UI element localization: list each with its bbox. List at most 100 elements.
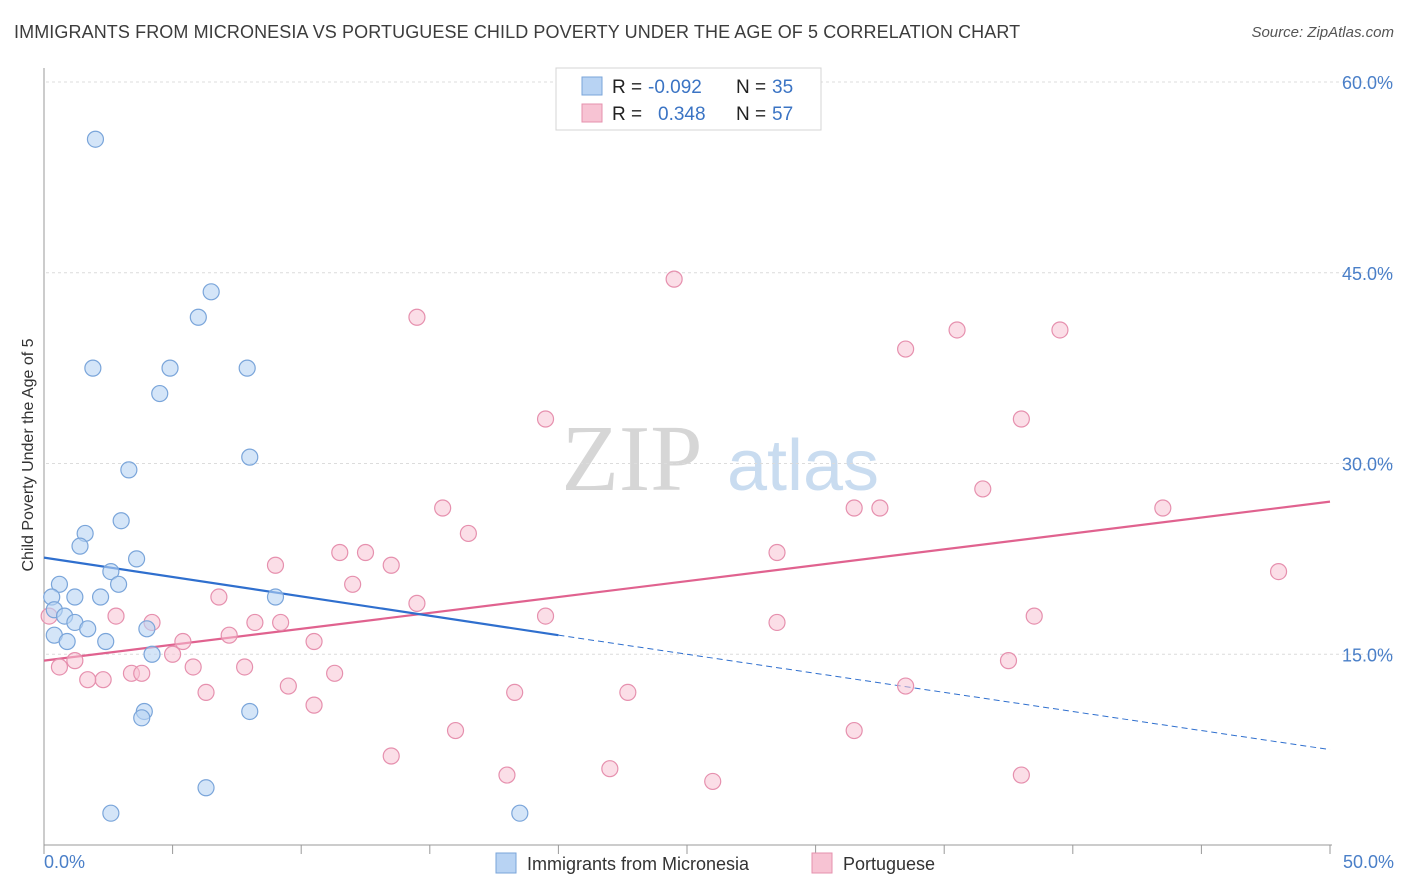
micronesia-point	[127, 550, 146, 568]
source-credit: Source: ZipAtlas.com	[1251, 24, 1394, 41]
portuguese-point	[174, 632, 192, 651]
portuguese-point	[999, 652, 1018, 670]
portuguese-point	[94, 671, 112, 689]
y-tick-label: 15.0%	[1342, 645, 1393, 665]
portuguese-point	[356, 543, 375, 562]
x-tick-label-min: 0.0%	[44, 852, 85, 872]
y-tick-label: 60.0%	[1342, 73, 1393, 93]
micronesia-point	[238, 359, 256, 377]
portuguese-point	[197, 683, 215, 702]
legend-pink-swatch	[581, 103, 603, 123]
micronesia-point	[266, 588, 285, 606]
micronesia-point	[143, 645, 161, 663]
portuguese-point	[459, 524, 477, 543]
micronesia-point	[151, 384, 169, 403]
portuguese-point	[1051, 321, 1069, 339]
portuguese-point	[331, 543, 349, 562]
legend-pink-n-value: 57	[772, 104, 793, 125]
legend-blue-r-label: R =	[612, 77, 642, 98]
y-tick-label: 45.0%	[1342, 264, 1393, 284]
portuguese-point	[768, 613, 786, 632]
micronesia-point	[71, 537, 89, 555]
micronesia-point	[197, 779, 215, 797]
micronesia-point	[58, 632, 76, 651]
portuguese-point	[897, 340, 915, 358]
portuguese-point	[266, 556, 285, 574]
portuguese-point	[845, 721, 863, 740]
micronesia-point	[97, 632, 115, 651]
micronesia-point	[112, 512, 130, 530]
micronesia-point	[138, 620, 156, 638]
micronesia-point	[133, 709, 151, 727]
portuguese-point	[382, 747, 400, 765]
portuguese-point	[665, 270, 683, 288]
portuguese-point	[619, 683, 637, 702]
portuguese-point	[382, 556, 400, 574]
micronesia-trendline	[43, 556, 559, 637]
micronesia-point	[511, 804, 529, 822]
portuguese-point	[220, 626, 238, 644]
micronesia-point	[241, 448, 259, 466]
portuguese-point	[210, 588, 228, 606]
micronesia-point	[102, 804, 120, 822]
portuguese-point	[305, 632, 323, 651]
portuguese-point	[536, 410, 555, 428]
portuguese-point	[506, 683, 524, 702]
portuguese-point	[408, 308, 426, 326]
portuguese-point	[434, 499, 452, 517]
portuguese-point	[948, 321, 966, 339]
portuguese-point	[704, 772, 722, 791]
watermark-zip: ZIP	[562, 407, 703, 511]
legend-blue-r-value: -0.092	[648, 77, 702, 98]
micronesia-point	[161, 359, 179, 377]
portuguese-point	[107, 607, 125, 625]
correlation-legend: R = -0.092 N = 35 R = 0.348 N = 57	[555, 67, 822, 131]
micronesia-point	[189, 308, 207, 326]
micronesia-point	[241, 702, 259, 721]
bottom-legend-blue-label: Immigrants from Micronesia	[527, 854, 750, 874]
portuguese-point	[1012, 410, 1030, 428]
micronesia-point	[79, 620, 97, 638]
micronesia-point	[120, 461, 138, 479]
portuguese-point	[601, 760, 619, 778]
micronesia-point	[109, 575, 128, 593]
portuguese-point	[305, 696, 323, 714]
portuguese-point	[133, 664, 151, 682]
portuguese-point	[272, 613, 290, 632]
chart-title: IMMIGRANTS FROM MICRONESIA VS PORTUGUESE…	[14, 22, 1021, 42]
micronesia-trendline-extension	[558, 634, 1331, 751]
portuguese-point	[1025, 607, 1043, 625]
series-legend: Immigrants from Micronesia Portuguese	[495, 852, 935, 874]
micronesia-point	[84, 359, 102, 377]
micronesia-point	[91, 588, 110, 606]
portuguese-point	[246, 613, 264, 632]
portuguese-point	[66, 652, 84, 670]
portuguese-point	[845, 499, 863, 517]
portuguese-point	[536, 607, 555, 625]
legend-blue-swatch	[581, 76, 603, 96]
portuguese-point	[1269, 562, 1288, 581]
portuguese-point	[236, 658, 254, 676]
legend-pink-r-label: R =	[612, 104, 642, 125]
portuguese-point	[498, 766, 516, 784]
portuguese-point	[279, 677, 297, 695]
legend-blue-n-label: N =	[736, 77, 766, 98]
portuguese-point	[974, 480, 992, 498]
portuguese-trendline	[43, 500, 1331, 662]
portuguese-point	[50, 658, 69, 676]
legend-pink-n-label: N =	[736, 104, 766, 125]
legend-pink-r-value: 0.348	[658, 104, 706, 125]
portuguese-point	[768, 543, 786, 562]
watermark-atlas: atlas	[727, 426, 879, 506]
portuguese-point	[1012, 766, 1030, 784]
x-tick-label-max: 50.0%	[1343, 852, 1394, 872]
bottom-legend-blue-swatch	[495, 852, 517, 874]
portuguese-point	[1154, 499, 1172, 517]
portuguese-point	[184, 658, 202, 676]
micronesia-point	[50, 575, 69, 593]
portuguese-point	[871, 499, 889, 517]
portuguese-point	[897, 677, 915, 695]
bottom-legend-pink-label: Portuguese	[843, 854, 935, 874]
portuguese-point	[408, 594, 426, 612]
